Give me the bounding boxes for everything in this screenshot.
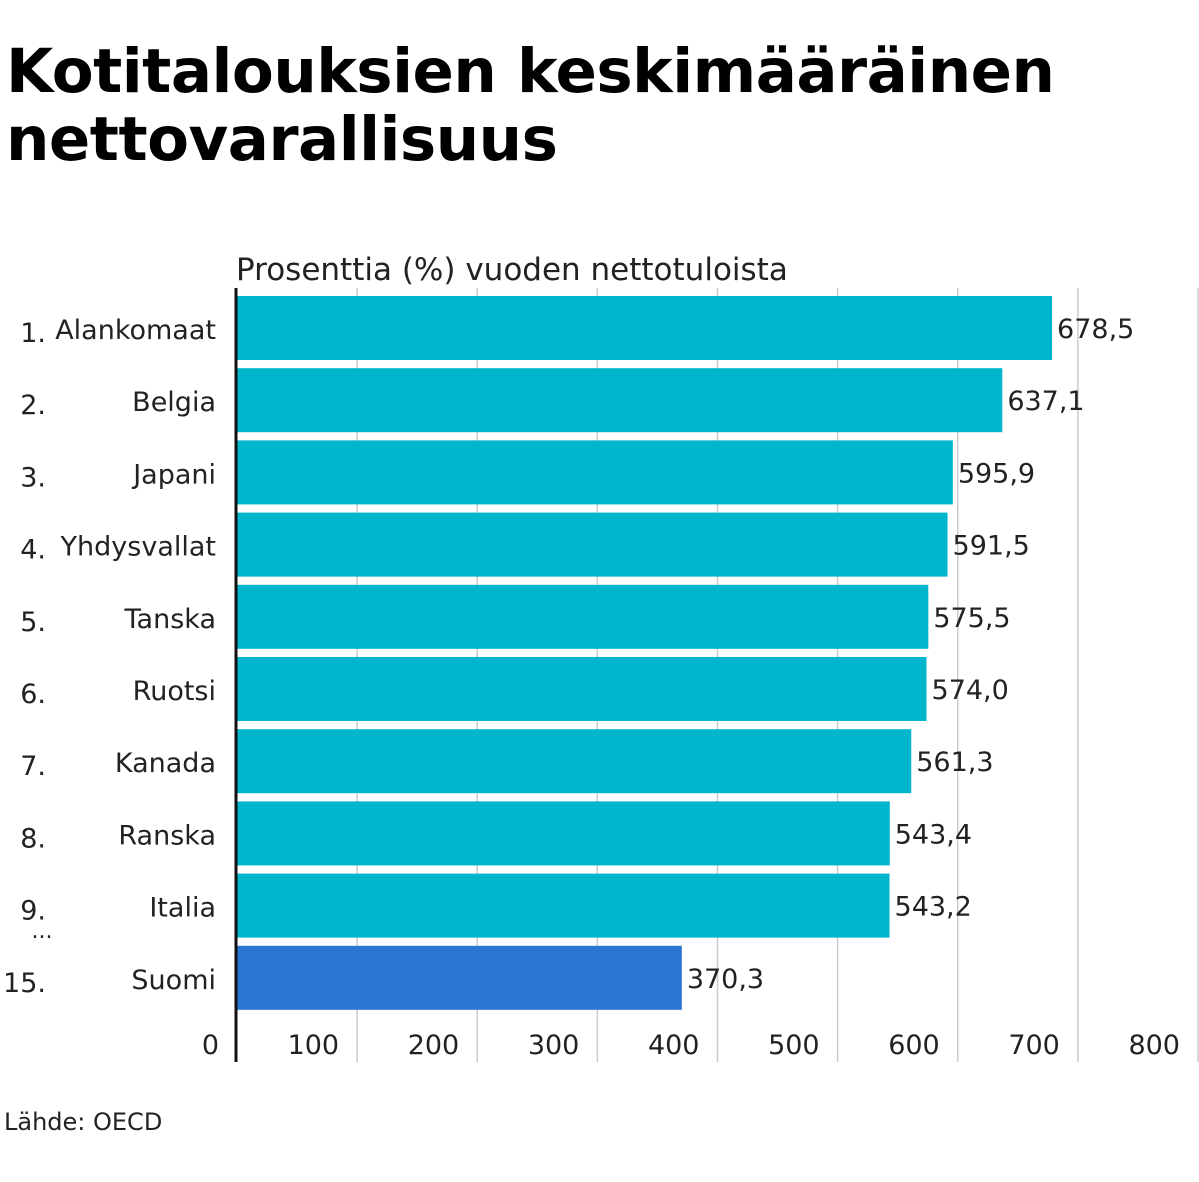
rank-label: 9. [20, 896, 46, 927]
category-label: Belgia [132, 387, 216, 418]
category-label: Alankomaat [55, 315, 216, 346]
data-label: 637,1 [1007, 386, 1084, 417]
bar [237, 657, 927, 721]
bar [237, 512, 948, 577]
category-label: Tanska [124, 604, 216, 635]
category-label: Kanada [115, 748, 216, 779]
bars: 678,5 637,1 595,9 591,5 575,5 574,0 561,3 543,4… [237, 296, 1134, 1010]
chart-subtitle: Prosenttia (%) vuoden nettotuloista [236, 252, 788, 288]
category-label: Italia [149, 893, 216, 924]
category-label: Yhdysvallat [60, 532, 216, 563]
rank-label: 3. [20, 462, 46, 493]
chart-title: Kotitalouksien keskimääräinen nettovaral… [6, 36, 1055, 175]
bar [237, 296, 1053, 360]
x-axis-ticks: 0 100 200 300 400 500 600 700 800 [202, 1030, 1180, 1061]
rank-label: 2. [20, 390, 46, 421]
rank-label: 5. [20, 607, 46, 638]
rank-label: 1. [20, 318, 46, 349]
data-label: 678,5 [1057, 314, 1134, 345]
data-label: 595,9 [958, 458, 1035, 489]
x-tick-label: 700 [1008, 1030, 1060, 1061]
x-tick-label: 300 [528, 1030, 580, 1061]
x-tick-label: 0 [202, 1030, 219, 1061]
data-label: 543,2 [895, 892, 972, 923]
bar [237, 368, 1003, 433]
bar [237, 945, 682, 1010]
data-label: 575,5 [933, 603, 1010, 634]
rank-label: 15. [3, 968, 46, 999]
x-tick-label: 400 [648, 1030, 700, 1061]
data-label: 574,0 [932, 675, 1009, 706]
category-label: Ruotsi [133, 676, 216, 707]
category-label: Ranska [118, 820, 216, 851]
x-tick-label: 500 [768, 1030, 820, 1061]
bar [237, 584, 929, 649]
source-note: Lähde: OECD [4, 1108, 163, 1136]
category-label: Japani [131, 459, 216, 490]
data-label: 561,3 [916, 747, 993, 778]
bar [237, 873, 890, 938]
x-tick-label: 800 [1128, 1030, 1180, 1061]
rank-label: 6. [20, 679, 46, 710]
x-tick-label: 100 [288, 1030, 340, 1061]
rank-label: 8. [20, 823, 46, 854]
x-tick-label: 600 [888, 1030, 940, 1061]
data-label: 591,5 [953, 531, 1030, 562]
rank-label: 7. [20, 751, 46, 782]
category-label: Suomi [131, 965, 216, 996]
data-label: 370,3 [687, 964, 764, 995]
rank-label: 4. [20, 535, 46, 566]
x-tick-label: 200 [408, 1030, 460, 1061]
bar [237, 729, 912, 794]
data-label: 543,4 [895, 819, 972, 850]
rank-gap-marker: ... [32, 919, 53, 944]
bar [237, 440, 953, 505]
y-axis-labels: Alankomaat 1. Belgia 2. Japani 3. Yhdysvallat 4… [3, 315, 216, 999]
bar [237, 801, 890, 866]
